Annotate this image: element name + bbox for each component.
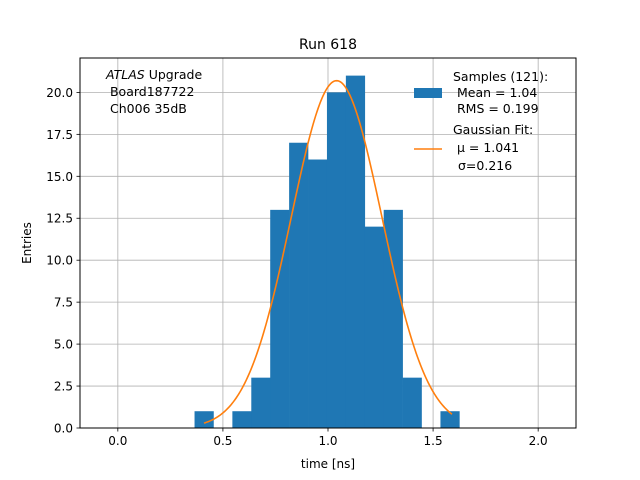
annotation-upgrade: Upgrade	[145, 67, 203, 82]
x-tick-label: 0.5	[213, 434, 232, 448]
histogram-bar	[308, 159, 328, 428]
y-tick-label: 17.5	[46, 128, 73, 142]
legend-samples-title: Samples (121):	[453, 69, 548, 84]
annotation-line-1: ATLAS Upgrade	[105, 67, 202, 82]
x-tick-label: 1.5	[424, 434, 443, 448]
histogram-bar	[440, 411, 460, 428]
annotation-atlas: ATLAS	[105, 67, 145, 82]
histogram-bars	[194, 75, 460, 428]
histogram-bar	[345, 75, 366, 428]
legend-fit-mu: μ = 1.041	[453, 140, 519, 155]
y-axis-ticks: 0.0 2.5 5.0 7.5 10.0 12.5 15.0 17.5 20.0	[46, 86, 80, 436]
gaussian-fit-curve	[203, 79, 453, 424]
legend-fit-sigma: σ=0.216	[458, 158, 512, 173]
annotation-board: Board187722	[106, 84, 194, 99]
legend-samples-rms: RMS = 0.199	[453, 101, 539, 116]
legend: Samples (121): Mean = 1.04 RMS = 0.199 G…	[414, 69, 548, 173]
y-tick-label: 0.0	[54, 422, 73, 436]
y-axis-label: Entries	[20, 222, 34, 264]
gaussian-fit-layer	[203, 79, 453, 424]
legend-samples-mean: Mean = 1.04	[453, 85, 537, 100]
x-tick-label: 2.0	[529, 434, 548, 448]
y-tick-label: 5.0	[54, 338, 73, 352]
x-axis-ticks: 0.0 0.5 1.0 1.5 2.0	[108, 428, 548, 448]
y-tick-label: 2.5	[54, 380, 73, 394]
histogram-bar	[364, 226, 384, 428]
y-tick-label: 20.0	[46, 86, 73, 100]
y-tick-label: 12.5	[46, 212, 73, 226]
histogram-bar	[270, 209, 290, 428]
legend-samples-swatch	[414, 88, 442, 98]
annotation-channel: Ch006 35dB	[106, 101, 187, 116]
histogram-bar	[289, 142, 309, 428]
x-tick-label: 1.0	[318, 434, 337, 448]
histogram-bar	[402, 377, 422, 428]
histogram-bar	[326, 92, 347, 428]
x-axis-label: time [ns]	[301, 457, 355, 471]
histogram-bar	[232, 411, 252, 428]
histogram-bar	[251, 377, 271, 428]
chart-title: Run 618	[299, 37, 357, 53]
x-tick-label: 0.0	[108, 434, 127, 448]
histogram-bar	[194, 411, 214, 428]
histogram-bar	[383, 209, 403, 428]
y-tick-label: 15.0	[46, 170, 73, 184]
legend-fit-title: Gaussian Fit:	[453, 122, 533, 137]
y-tick-label: 10.0	[46, 254, 73, 268]
atlas-annotation: ATLAS Upgrade Board187722 Ch006 35dB	[105, 67, 202, 116]
y-tick-label: 7.5	[54, 296, 73, 310]
